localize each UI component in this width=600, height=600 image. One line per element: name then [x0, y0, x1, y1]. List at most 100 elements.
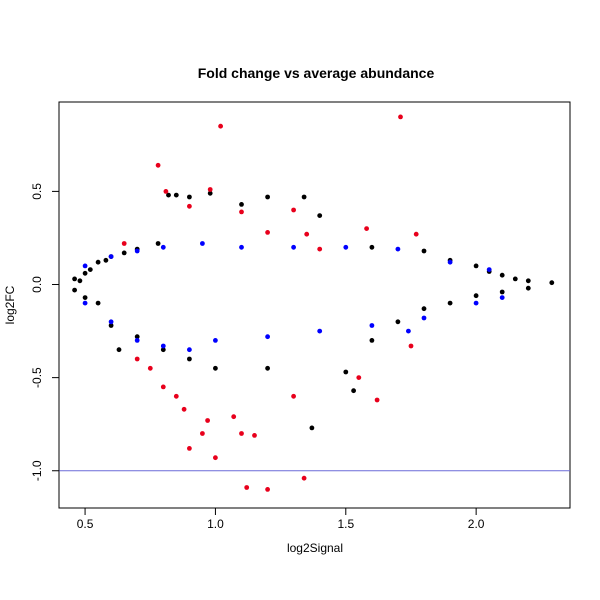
data-point	[512, 276, 518, 282]
data-point	[369, 338, 375, 343]
data-point	[207, 187, 213, 192]
data-point	[213, 365, 218, 371]
data-point	[447, 259, 453, 265]
data-point	[231, 414, 237, 420]
data-point	[82, 263, 88, 269]
data-point	[239, 431, 244, 436]
data-point	[108, 323, 114, 328]
data-point	[421, 306, 427, 312]
data-point	[317, 246, 323, 252]
data-point	[187, 356, 192, 362]
data-point	[173, 393, 179, 399]
data-point	[108, 254, 114, 259]
data-point	[207, 190, 213, 196]
data-point	[244, 485, 250, 490]
data-point	[473, 300, 479, 306]
data-point	[160, 347, 166, 353]
data-point	[134, 338, 140, 343]
data-point	[406, 328, 411, 334]
data-point	[121, 241, 127, 246]
data-point	[398, 114, 403, 120]
data-point	[187, 203, 192, 209]
data-point	[408, 343, 414, 349]
data-point	[213, 455, 218, 461]
data-point	[351, 388, 356, 394]
data-point	[134, 248, 140, 254]
data-point	[134, 356, 140, 362]
x-axis: 0.5 1.0 1.5 2.0	[77, 507, 485, 531]
data-point	[72, 287, 77, 293]
data-point	[200, 431, 205, 436]
data-point	[265, 230, 270, 235]
data-point	[486, 267, 492, 272]
data-point	[163, 189, 169, 194]
data-point	[525, 285, 531, 291]
data-point	[147, 365, 153, 371]
data-point	[499, 295, 505, 300]
data-point	[95, 259, 101, 265]
data-point	[473, 263, 479, 269]
y-tick-label: 0.5	[30, 183, 44, 200]
data-point	[200, 241, 205, 246]
data-point	[421, 315, 427, 321]
data-point	[309, 425, 315, 431]
chart-title: Fold change vs average abundance	[198, 65, 435, 81]
data-point	[413, 231, 419, 237]
data-point	[82, 300, 88, 306]
data-point	[395, 319, 401, 325]
data-point	[87, 267, 93, 272]
data-point	[499, 289, 505, 295]
data-point	[72, 276, 77, 282]
data-point	[239, 209, 244, 215]
data-point	[187, 347, 192, 353]
data-point	[369, 323, 375, 328]
series-1	[82, 241, 505, 353]
data-point	[252, 433, 257, 438]
series-0	[72, 190, 555, 431]
data-point	[369, 244, 375, 250]
y-tick-label: -0.5	[30, 367, 44, 388]
data-point	[155, 162, 161, 168]
data-point	[265, 194, 270, 200]
data-point	[121, 250, 127, 256]
data-point	[421, 248, 427, 254]
data-point	[160, 384, 166, 390]
data-point	[301, 194, 307, 200]
data-point	[205, 418, 211, 423]
y-tick-label: -1.0	[30, 460, 44, 481]
data-point	[77, 278, 83, 284]
x-tick-label: 0.5	[77, 517, 94, 531]
data-point	[134, 334, 140, 340]
data-point	[213, 338, 218, 343]
plot-frame	[58, 101, 571, 509]
x-tick-label: 1.0	[207, 517, 224, 531]
x-tick-label: 2.0	[468, 517, 485, 531]
points-layer	[72, 114, 555, 492]
data-point	[239, 244, 244, 250]
data-point	[173, 192, 179, 198]
data-point	[447, 300, 453, 306]
data-point	[108, 319, 114, 325]
data-point	[343, 369, 349, 375]
data-point	[549, 280, 555, 286]
data-point	[499, 272, 505, 278]
data-point	[304, 231, 310, 237]
data-point	[374, 397, 380, 403]
data-point	[265, 334, 270, 340]
data-point	[218, 123, 224, 129]
data-point	[103, 257, 109, 263]
y-axis: -1.0 -0.5 0.0 0.5	[30, 183, 60, 481]
data-point	[291, 207, 296, 213]
data-point	[364, 226, 369, 232]
y-tick-label: 0.0	[30, 276, 44, 293]
x-axis-label: log2Signal	[287, 541, 343, 555]
data-point	[291, 393, 296, 399]
data-point	[82, 270, 88, 276]
data-point	[166, 192, 171, 198]
data-point	[473, 293, 479, 299]
data-point	[291, 244, 296, 250]
data-point	[181, 406, 187, 412]
data-point	[155, 241, 161, 246]
data-point	[356, 375, 362, 380]
